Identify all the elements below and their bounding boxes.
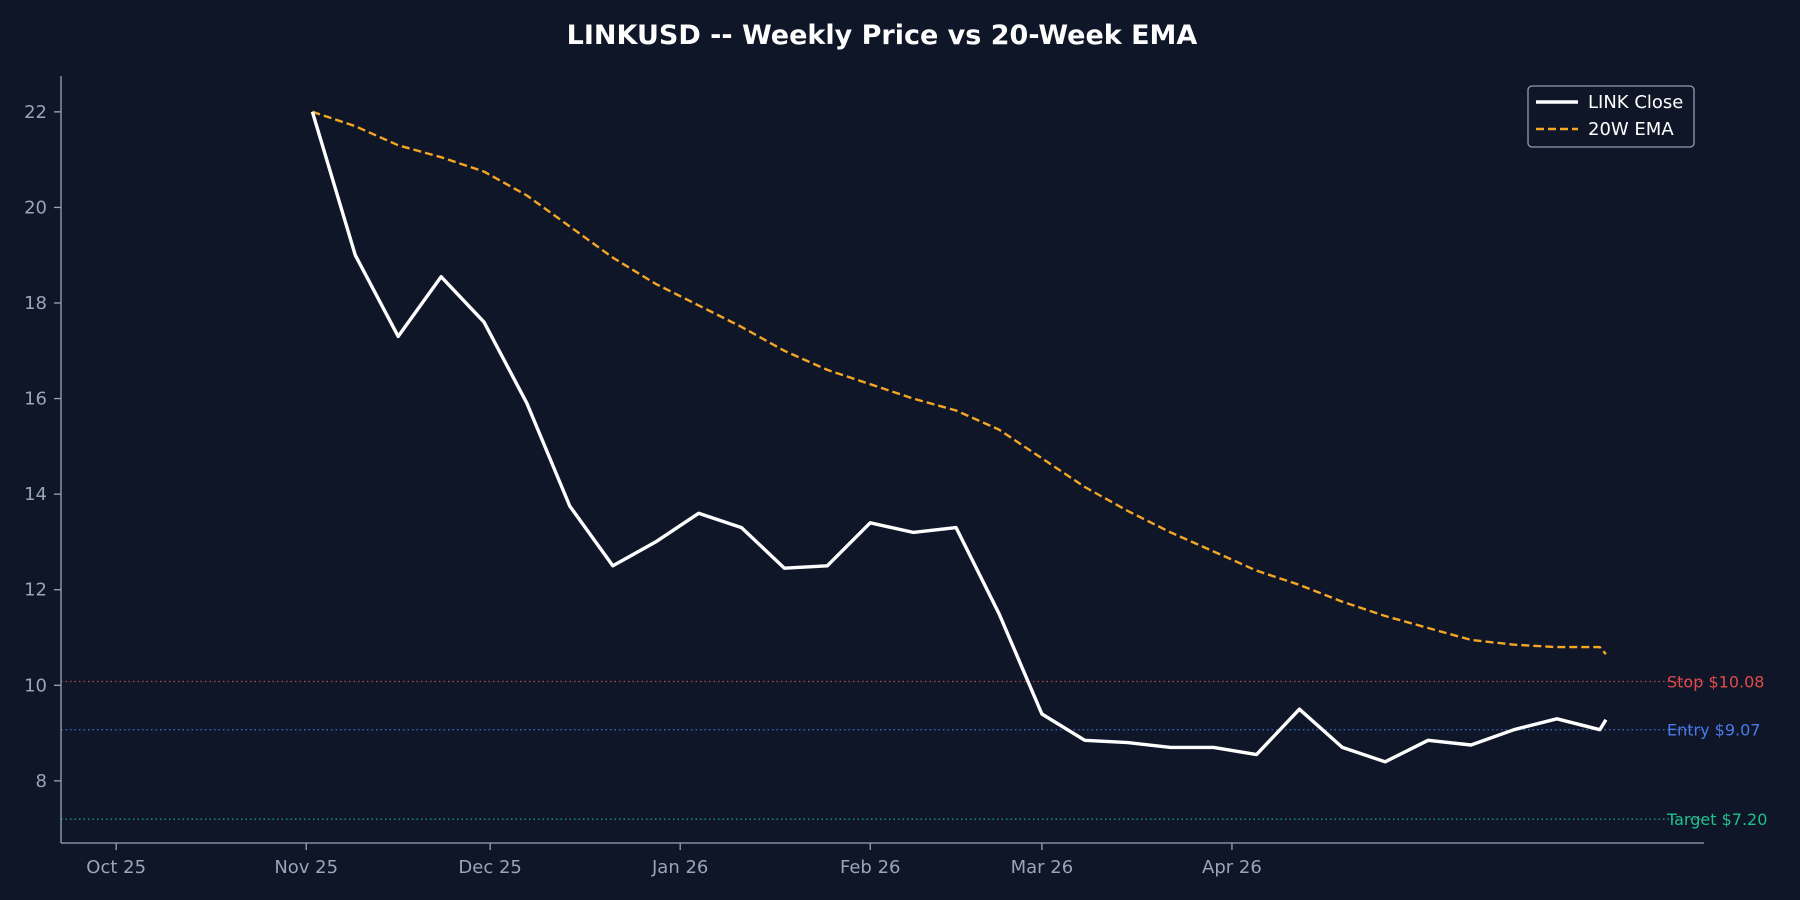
y-tick-label: 20 [24, 197, 47, 218]
legend: LINK Close 20W EMA [1527, 85, 1695, 148]
axes: 8 10 12 14 16 18 20 22 Oct 25 Nov 25 Dec 25 Jan 26 F… [24, 76, 1704, 878]
legend-label: LINK Close [1588, 92, 1683, 113]
reference-line-label: Target $7.20 [1666, 810, 1767, 829]
y-tick-label: 22 [24, 102, 47, 123]
x-tick-label: Jan 26 [651, 857, 708, 878]
x-tick-label: Nov 25 [274, 857, 338, 878]
x-tick-label: Apr 26 [1202, 857, 1262, 878]
series-layer [310, 110, 1608, 764]
y-tick-label: 8 [36, 771, 47, 792]
reference-line-label: Stop $10.08 [1667, 672, 1764, 691]
y-tick-label: 10 [24, 675, 47, 696]
chart-title: LINKUSD -- Weekly Price vs 20-Week EMA [567, 20, 1198, 51]
legend-label: 20W EMA [1588, 119, 1674, 140]
series-line-20w-ema [312, 110, 1607, 655]
reference-line-label: Entry $9.07 [1667, 721, 1760, 740]
x-tick-label: Dec 25 [458, 857, 521, 878]
y-tick-label: 14 [24, 484, 47, 505]
reference-lines: Stop $10.08 Entry $9.07 Target $7.20 [61, 672, 1767, 829]
y-tick-label: 18 [24, 293, 47, 314]
x-tick-label: Oct 25 [86, 857, 146, 878]
series-line-link-close [310, 111, 1608, 764]
x-tick-label: Feb 26 [840, 857, 901, 878]
y-tick-label: 12 [24, 580, 47, 601]
y-tick-label: 16 [24, 389, 47, 410]
x-tick-label: Mar 26 [1011, 857, 1074, 878]
